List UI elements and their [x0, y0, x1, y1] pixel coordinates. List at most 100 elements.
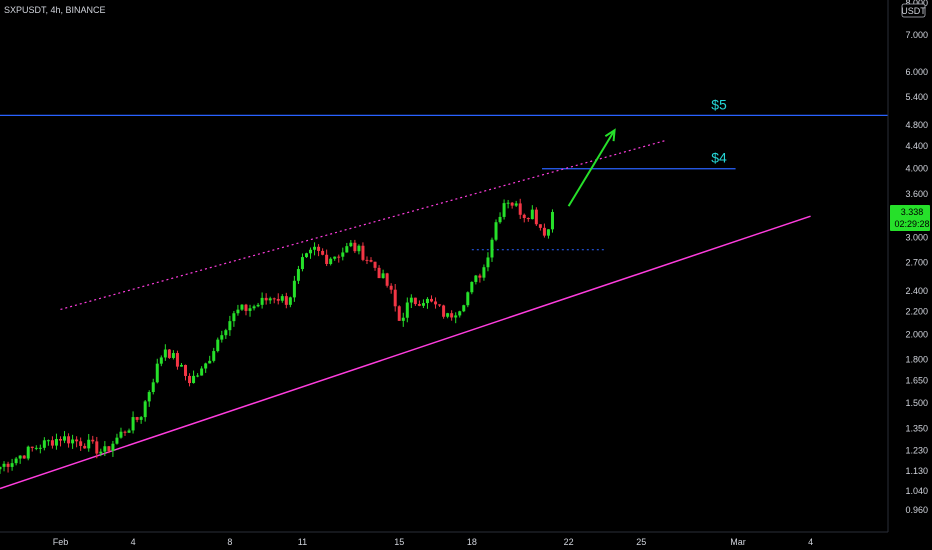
candle-body [345, 246, 349, 253]
candle-body [381, 273, 385, 279]
candle-body [313, 246, 317, 250]
candle-body [139, 417, 143, 420]
candle-body [429, 298, 433, 302]
candle-body [337, 256, 341, 258]
candle-body [454, 315, 458, 318]
candle-body [446, 313, 450, 317]
candlestick-series [0, 198, 554, 474]
price-tick-label: 5.400 [905, 92, 928, 102]
candle-body [357, 245, 361, 252]
candle-body [99, 451, 103, 454]
candle-body [204, 363, 208, 369]
candle-body [244, 304, 248, 311]
currency-label: USDT [901, 6, 926, 16]
price-tick-label: 1.130 [905, 466, 928, 476]
candle-body [466, 292, 470, 306]
candle-body [192, 375, 196, 384]
candle-body [22, 455, 26, 459]
currency-badge [901, 3, 926, 18]
candle-body [240, 304, 244, 310]
candle-body [50, 440, 54, 446]
candle-body [256, 304, 260, 307]
time-tick-label: 15 [394, 537, 404, 547]
candle-body [486, 257, 490, 268]
candle-body [490, 239, 494, 258]
candle-body [425, 298, 429, 304]
candle-body [421, 303, 425, 306]
candle-body [389, 285, 393, 290]
candle-body [329, 258, 333, 264]
candle-body [333, 256, 337, 259]
candle-body [353, 242, 357, 252]
candle-body [264, 297, 268, 301]
candle-body [514, 203, 518, 206]
time-tick-label: Feb [53, 537, 69, 547]
price-tick-label: 2.400 [905, 286, 928, 296]
candle-body [450, 313, 454, 318]
candle-body [506, 202, 510, 204]
candle-body [171, 353, 175, 358]
price-tick-label: 4.800 [905, 120, 928, 130]
candle-body [361, 245, 365, 260]
candle-body [2, 463, 6, 467]
candle-body [46, 440, 50, 442]
last-price-badge [890, 204, 930, 231]
candle-body [526, 218, 530, 220]
candle-body [208, 360, 212, 364]
candle-body [442, 305, 446, 317]
candle-body [167, 349, 171, 358]
candle-body [42, 440, 46, 448]
price-tick-label: 4.000 [905, 164, 928, 174]
candle-body [325, 254, 329, 264]
time-tick-label: 11 [298, 537, 307, 547]
candle-body [6, 463, 10, 467]
target-arrowhead [604, 128, 616, 142]
candle-body [0, 466, 2, 470]
candle-body [115, 437, 119, 444]
candle-body [482, 267, 486, 278]
price-tick-label: 1.650 [905, 375, 928, 385]
candle-body [179, 364, 183, 367]
price-tick-label: 1.350 [905, 423, 928, 433]
price-tick-label: 0.960 [905, 505, 928, 515]
candle-body [248, 308, 252, 311]
candle-body [224, 330, 228, 336]
price-tick-label: 3.000 [905, 232, 928, 242]
candle-body [341, 252, 345, 257]
candle-body [510, 202, 514, 206]
time-tick-label: 4 [808, 537, 813, 547]
candle-body [10, 463, 14, 467]
candle-body [530, 209, 534, 220]
candle-body [63, 436, 67, 441]
candle-body [75, 439, 79, 442]
price-tick-label: 2.000 [905, 329, 928, 339]
price-tick-label: 6.000 [905, 67, 928, 77]
candle-body [502, 203, 506, 217]
candle-body [470, 281, 474, 293]
candle-body [522, 214, 526, 219]
candle-body [67, 436, 71, 444]
candle-body [365, 259, 369, 261]
candle-body [276, 298, 280, 301]
candle-body [546, 229, 550, 236]
candle-body [304, 253, 308, 258]
candle-body [143, 401, 147, 418]
candle-body [309, 249, 313, 254]
candle-body [131, 417, 135, 431]
chart-drawings: $5 $4 [0, 96, 888, 490]
time-tick-label: 18 [467, 537, 477, 547]
candle-body [280, 296, 284, 301]
candle-body [413, 297, 417, 305]
candle-body [438, 304, 442, 306]
candle-body [200, 368, 204, 376]
candle-body [18, 455, 22, 459]
price-axis: 8.0007.0006.0005.4004.8004.4004.0003.600… [887, 0, 932, 550]
time-tick-label: 8 [227, 537, 232, 547]
time-tick-label: 22 [564, 537, 574, 547]
candle-body [58, 439, 62, 441]
candle-body [300, 257, 304, 270]
candle-body [147, 392, 151, 402]
candle-body [401, 317, 405, 321]
candle-body [393, 289, 397, 307]
